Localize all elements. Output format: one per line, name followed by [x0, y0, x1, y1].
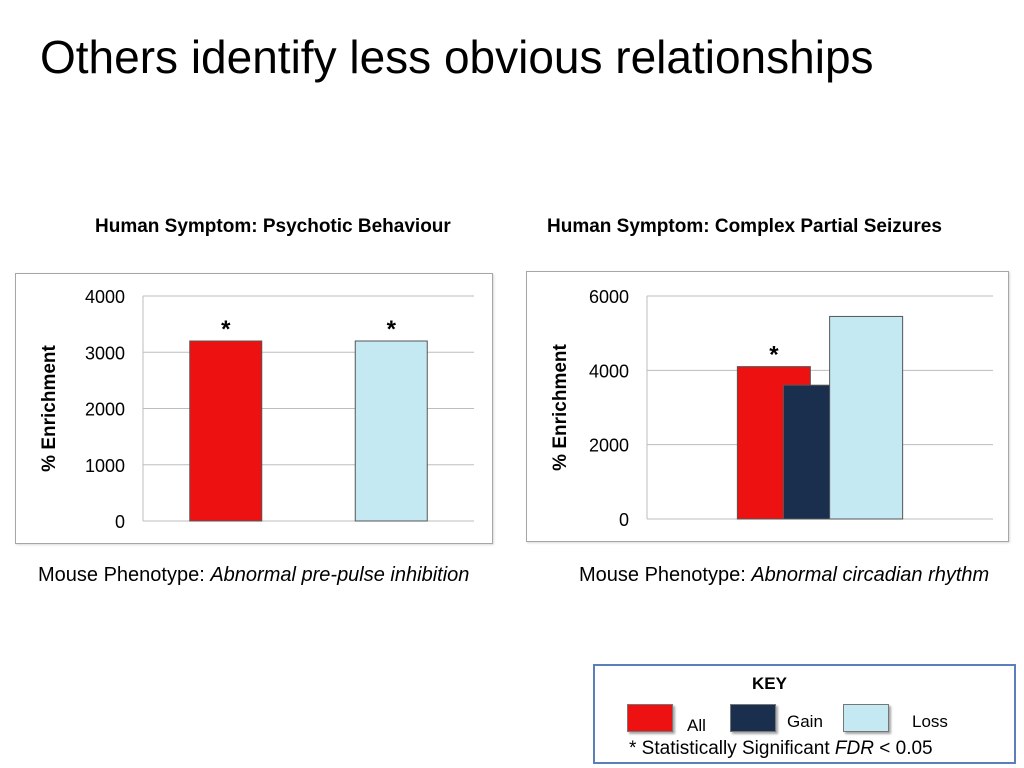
- legend-note-prefix: * Statistically Significant: [629, 738, 835, 759]
- chart-1-caption-prefix: Mouse Phenotype:: [38, 564, 211, 586]
- legend-label-gain: Gain: [787, 712, 823, 731]
- chart-1-title: Human Symptom: Psychotic Behaviour: [95, 216, 451, 237]
- significance-marker: *: [769, 342, 779, 369]
- chart-1-plot: 0 1000 2000 3000 4000 % Enrichment * *: [39, 287, 474, 532]
- legend-swatch-all: [627, 704, 673, 732]
- y-tick-label: 0: [619, 510, 629, 530]
- chart-1-frame: 0 1000 2000 3000 4000 % Enrichment * *: [15, 273, 493, 544]
- y-tick-label: 4000: [85, 287, 125, 307]
- legend-label-loss: Loss: [912, 712, 948, 731]
- slide-title: Others identify less obvious relationshi…: [40, 31, 874, 83]
- y-tick-label: 6000: [589, 287, 629, 307]
- chart-2-caption-prefix: Mouse Phenotype:: [579, 564, 752, 586]
- legend-label-all: All: [687, 716, 706, 735]
- legend-title: KEY: [752, 674, 787, 693]
- y-axis-label: % Enrichment: [550, 343, 571, 470]
- chart-2-plot: 0 2000 4000 6000 % Enrichment *: [550, 287, 993, 530]
- y-tick-label: 2000: [85, 400, 125, 420]
- legend-significance-note: * Statistically Significant FDR < 0.05: [629, 738, 933, 760]
- chart-2-frame: 0 2000 4000 6000 % Enrichment *: [526, 271, 1009, 542]
- y-tick-label: 2000: [589, 436, 629, 456]
- bar-all: [189, 340, 263, 522]
- bar-loss: [354, 340, 428, 522]
- legend-swatch-gain: [730, 704, 776, 732]
- chart-2-caption-phenotype: Abnormal circadian rhythm: [751, 564, 990, 586]
- legend-note-suffix: < 0.05: [873, 738, 933, 759]
- y-tick-label: 4000: [589, 361, 629, 381]
- legend-note-fdr: FDR: [834, 738, 874, 759]
- chart-2-caption: Mouse Phenotype: Abnormal circadian rhyt…: [579, 560, 999, 590]
- significance-marker: *: [221, 316, 231, 343]
- legend-swatch-loss: [843, 704, 889, 732]
- y-tick-label: 3000: [85, 343, 125, 363]
- chart-1-caption-phenotype: Abnormal pre-pulse inhibition: [210, 564, 470, 586]
- y-tick-label: 0: [115, 512, 125, 532]
- bar-loss: [829, 315, 904, 520]
- chart-2-title: Human Symptom: Complex Partial Seizures: [547, 216, 942, 237]
- y-axis-label: % Enrichment: [39, 344, 60, 471]
- significance-marker: *: [387, 316, 397, 343]
- legend-key: KEY All Gain Loss * Statistically Signif…: [593, 664, 1016, 764]
- y-tick-label: 1000: [85, 456, 125, 476]
- chart-1-caption: Mouse Phenotype: Abnormal pre-pulse inhi…: [38, 560, 478, 590]
